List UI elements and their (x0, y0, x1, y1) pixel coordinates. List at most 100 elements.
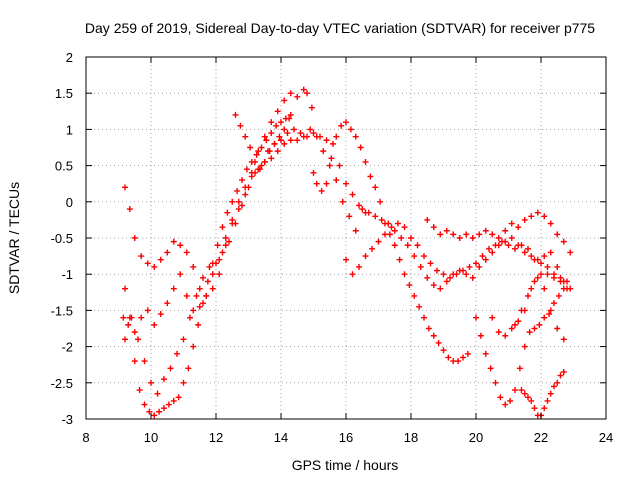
y-tick-label: 0.5 (55, 159, 73, 174)
data-point (209, 285, 216, 292)
data-point (237, 122, 244, 129)
data-point (243, 166, 250, 173)
data-point (557, 372, 564, 379)
data-point (460, 354, 466, 361)
data-point (443, 227, 450, 234)
data-point (338, 122, 345, 129)
data-point (443, 278, 450, 285)
data-point (476, 263, 483, 270)
data-point (450, 231, 457, 238)
data-point (318, 187, 325, 194)
data-point (177, 271, 184, 278)
data-point (416, 303, 423, 310)
data-point (287, 137, 294, 144)
data-point (388, 224, 395, 231)
data-point (226, 238, 232, 245)
data-point (300, 86, 307, 93)
data-point (516, 365, 523, 372)
data-point (352, 227, 359, 234)
y-tick-label: -2 (61, 340, 73, 355)
data-point (538, 271, 544, 278)
data-point (320, 148, 327, 155)
data-point (258, 144, 265, 151)
data-point (482, 350, 489, 357)
data-point (349, 191, 356, 198)
data-point (323, 180, 330, 187)
series-track-1 (122, 86, 315, 299)
data-point (185, 365, 192, 372)
data-point (276, 133, 283, 140)
data-point (362, 253, 369, 260)
data-point (521, 216, 528, 223)
series-track-10 (473, 285, 567, 408)
data-point (126, 206, 133, 213)
data-point (547, 220, 554, 227)
data-point (547, 307, 554, 314)
data-point (377, 198, 384, 205)
data-point (541, 213, 548, 220)
data-point (232, 111, 239, 118)
data-point (463, 271, 470, 278)
data-point (234, 187, 241, 194)
data-point (521, 249, 528, 256)
data-point (151, 412, 158, 419)
data-point (473, 314, 479, 321)
data-point (551, 383, 557, 390)
data-point (502, 238, 509, 245)
data-point (245, 184, 252, 191)
data-point (541, 285, 548, 292)
y-tick-labels: 2 1.5 1 0.5 0 -0.5 -1 -1.5 -2 -2.5 -3 (51, 50, 73, 427)
data-point (447, 274, 453, 281)
data-point (551, 271, 557, 278)
data-point (135, 336, 141, 343)
data-point (144, 260, 151, 267)
data-point (183, 249, 190, 256)
data-point (274, 108, 281, 115)
data-point (518, 387, 525, 394)
data-point (508, 325, 515, 332)
data-point (525, 394, 531, 401)
data-point (505, 242, 512, 249)
data-point (252, 169, 258, 176)
data-point (310, 169, 317, 176)
data-point (357, 144, 364, 151)
data-point (157, 311, 164, 318)
data-point (408, 235, 414, 241)
data-point (287, 90, 294, 97)
data-point (333, 133, 340, 140)
data-point (482, 256, 489, 263)
series-track-5 (232, 111, 293, 173)
data-point (200, 300, 206, 307)
data-point (138, 314, 145, 321)
y-tick-label: 0 (66, 195, 73, 210)
series-track-8 (359, 206, 574, 292)
data-point (560, 368, 567, 375)
data-point (222, 235, 229, 241)
data-point (445, 354, 452, 361)
data-point (294, 137, 301, 144)
data-point (131, 235, 138, 241)
data-point (229, 216, 236, 223)
data-point (435, 339, 442, 346)
data-point (190, 343, 197, 350)
data-point (187, 314, 193, 321)
data-point (495, 235, 502, 241)
x-tick-label: 24 (599, 430, 613, 445)
data-point (297, 130, 304, 137)
data-point (482, 227, 489, 234)
data-point (261, 133, 268, 140)
data-point (417, 263, 424, 270)
data-point (177, 242, 184, 249)
data-point (273, 122, 280, 129)
data-point (161, 405, 167, 412)
data-point (224, 209, 231, 216)
data-point (239, 177, 245, 184)
data-point (287, 111, 294, 118)
data-point (367, 173, 374, 180)
chart-title: Day 259 of 2019, Sidereal Day-to-day VTE… (85, 20, 595, 36)
data-point (398, 235, 405, 241)
data-point (547, 390, 554, 397)
data-point (291, 126, 297, 133)
data-point (219, 224, 226, 231)
